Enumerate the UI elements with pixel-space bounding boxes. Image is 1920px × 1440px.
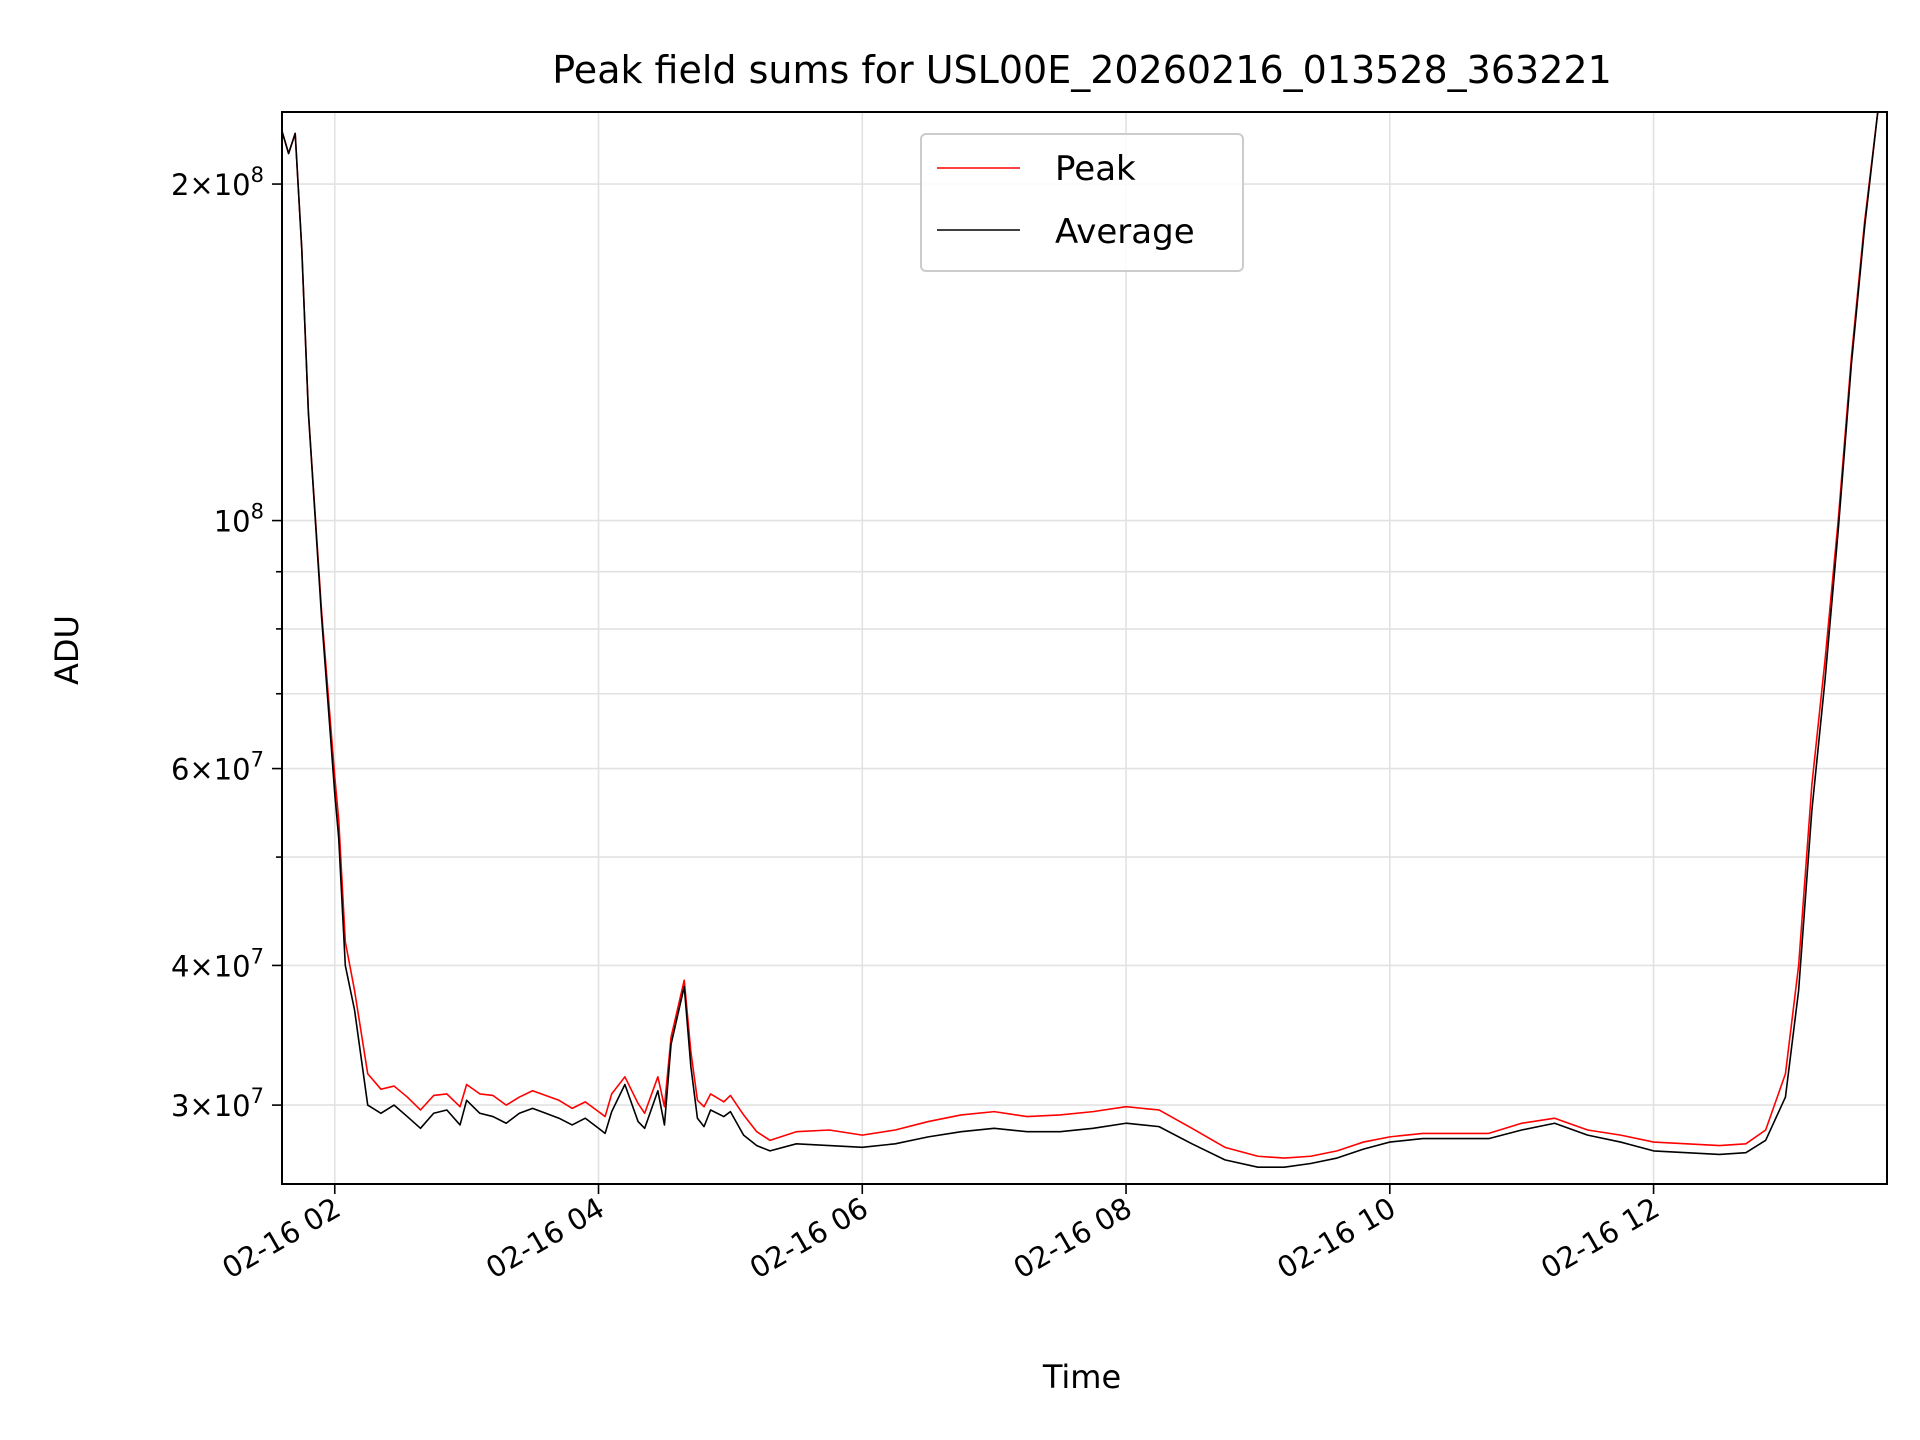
y-tick-label: 108 [214,500,264,539]
x-tick-label: 02-16 04 [480,1191,610,1286]
legend-label-peak: Peak [1055,149,1136,189]
x-tick-label: 02-16 02 [216,1191,346,1286]
y-tick-label: 6×107 [171,748,264,787]
x-tick-label: 02-16 10 [1271,1191,1401,1286]
axes-ticks: 02-16 02 02-16 04 02-16 06 02-16 08 02-16 10… [171,163,1665,1285]
x-axis-label: Time [1042,1358,1121,1396]
y-tick-label: 3×107 [171,1084,264,1123]
y-tick-label: 4×107 [171,944,264,983]
plot-frame [281,111,1888,1185]
series-layer [282,112,1887,1168]
chart-title: Peak field sums for USL00E_20260216_0135… [552,48,1612,92]
x-tick-label: 02-16 12 [1535,1191,1665,1286]
x-tick-label: 02-16 06 [744,1191,874,1286]
y-axis-label: ADU [48,615,86,685]
legend: Peak Average [920,133,1244,272]
legend-label-average: Average [1055,212,1195,252]
x-tick-label: 02-16 08 [1008,1191,1138,1286]
y-tick-label: 2×108 [171,163,264,202]
series-line-average [282,112,1887,1168]
series-line-peak [282,112,1887,1159]
grid [282,112,1887,1184]
